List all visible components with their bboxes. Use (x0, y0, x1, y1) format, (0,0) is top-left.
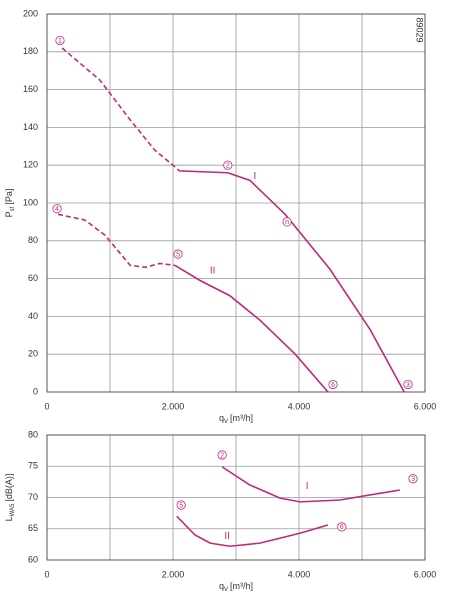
y-tick-label: 40 (28, 311, 38, 321)
x-axis-symbol: q (219, 581, 224, 591)
y-tick-label: 180 (23, 46, 38, 56)
operating-point (52, 204, 62, 214)
y-tick-label: 0 (33, 386, 38, 396)
y-tick-label: 20 (28, 349, 38, 359)
y-axis-unit: [dB(A)] (4, 474, 14, 502)
y-tick-label: 60 (28, 273, 38, 283)
operating-point-label: 3 (406, 382, 410, 389)
y-tick-label: 70 (28, 492, 38, 502)
operating-point-label: 4 (55, 206, 59, 213)
operating-point (408, 474, 418, 484)
operating-point (173, 249, 183, 259)
x-tick-label: 0 (44, 569, 49, 579)
y-tick-label: 100 (23, 197, 38, 207)
x-axis-unit: [m³/h] (230, 581, 253, 591)
operating-point (403, 379, 413, 390)
operating-point-label: 1 (58, 38, 62, 45)
operating-point (176, 500, 186, 510)
y-axis-symbol: P (4, 211, 14, 217)
y-axis-label: LWA5[dB(A)] (4, 474, 15, 522)
y-tick-label: 140 (23, 122, 38, 132)
x-axis-label: qV [m³/h] (219, 413, 253, 424)
y-tick-label: 80 (28, 429, 38, 439)
plot: 0 20 40 60 80 100 120 140 160 180 200 0 2.000 4.000 6.… (4, 8, 436, 424)
curve (179, 170, 405, 393)
operating-point-label: 6 (331, 382, 335, 389)
y-axis-label: Psf[Pa] (4, 189, 15, 218)
operating-point (217, 450, 227, 460)
x-tick-label: 0 (44, 401, 49, 411)
x-axis-label: qV [m³/h] (219, 581, 253, 592)
operating-point-label: 6 (340, 524, 344, 531)
y-axis-unit: [Pa] (4, 189, 14, 205)
x-tick-label: 6.000 (414, 569, 437, 579)
drawing-code: 89029 (415, 17, 425, 42)
x-tick-label: 2.000 (162, 401, 185, 411)
x-tick-label: 4.000 (288, 401, 311, 411)
plot-frame (46, 13, 426, 393)
operating-point-label: 2 (226, 163, 230, 170)
y-tick-label: 75 (28, 461, 38, 471)
curve (61, 47, 180, 172)
curve (221, 466, 400, 503)
operating-point-label: 3 (411, 476, 415, 483)
operating-point-label: n (285, 219, 289, 226)
x-axis-subscript: V (224, 587, 228, 593)
curve-label: I (254, 171, 257, 182)
operating-point (55, 35, 65, 46)
operating-point (328, 379, 338, 390)
x-tick-label: 4.000 (288, 569, 311, 579)
operating-point-label: 5 (179, 502, 183, 509)
y-tick-label: 65 (28, 523, 38, 533)
operating-point-label: 2 (220, 452, 224, 459)
curve-label: II (224, 531, 230, 542)
curve-label: I (306, 481, 309, 492)
curve-label: II (210, 266, 216, 277)
y-axis-subscript: WA5 (10, 503, 16, 516)
x-tick-label: 6.000 (414, 401, 437, 411)
y-axis-subscript: sf (10, 206, 16, 211)
y-tick-label: 80 (28, 235, 38, 245)
y-axis-symbol: L (4, 516, 14, 521)
curve (176, 515, 329, 548)
plot-frame (46, 434, 426, 561)
operating-point (223, 160, 233, 170)
x-tick-label: 2.000 (162, 569, 185, 579)
y-tick-label: 160 (23, 84, 38, 94)
y-tick-label: 200 (23, 8, 38, 18)
x-axis-unit: [m³/h] (230, 413, 253, 423)
x-axis-subscript: V (224, 419, 228, 425)
operating-point (337, 522, 347, 532)
y-tick-label: 120 (23, 160, 38, 170)
operating-point-label: 5 (176, 251, 180, 258)
operating-point (282, 217, 292, 227)
y-tick-label: 60 (28, 554, 38, 564)
curve (57, 213, 175, 269)
x-axis-symbol: q (219, 413, 224, 423)
curve (174, 264, 329, 393)
